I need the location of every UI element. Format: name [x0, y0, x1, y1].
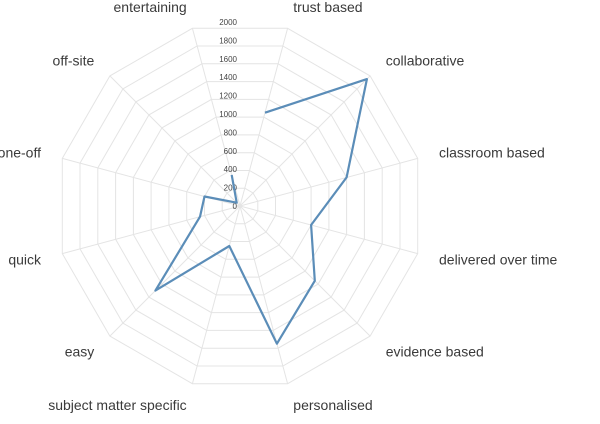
radial-tick-labels: 0 200 400 600 800 1000 1200 1400 1600 1800 2000	[219, 18, 237, 211]
category-label-trust-based: trust based	[293, 0, 362, 15]
spoke-0	[239, 28, 289, 207]
tick-label-1400: 1400	[219, 73, 237, 82]
spoke-6	[191, 205, 241, 384]
spoke-1	[239, 75, 371, 207]
category-label-entertaining: entertaining	[114, 0, 187, 15]
category-label-subject-matter-specific: subject matter specific	[48, 397, 187, 413]
spoke-7	[109, 205, 241, 337]
tick-label-1600: 1600	[219, 55, 237, 64]
tick-label-1200: 1200	[219, 92, 237, 101]
radar-series	[154, 77, 368, 345]
category-label-classroom-based: classroom based	[439, 145, 545, 161]
spoke-4	[239, 205, 371, 337]
tick-label-800: 800	[224, 128, 238, 137]
tick-label-0: 0	[233, 202, 238, 211]
tick-label-2000: 2000	[219, 18, 237, 27]
category-label-delivered-over-time: delivered over time	[439, 251, 557, 267]
spoke-10	[109, 75, 241, 207]
tick-label-1000: 1000	[219, 110, 237, 119]
category-label-easy: easy	[65, 344, 95, 360]
category-label-collaborative: collaborative	[386, 52, 465, 68]
category-label-personalised: personalised	[293, 397, 372, 413]
spoke-8	[62, 205, 241, 255]
tick-label-1800: 1800	[219, 36, 237, 45]
category-label-off-site: off-site	[53, 52, 95, 68]
spoke-3	[239, 205, 418, 255]
spoke-2	[239, 157, 418, 207]
category-label-one-off: one-off	[0, 145, 41, 161]
tick-label-200: 200	[224, 184, 238, 193]
spoke-5	[239, 205, 289, 384]
tick-label-400: 400	[224, 165, 238, 174]
category-label-evidence-based: evidence based	[386, 344, 484, 360]
category-label-quick: quick	[8, 251, 42, 267]
series-line-0	[154, 77, 368, 345]
tick-label-600: 600	[224, 147, 238, 156]
radar-grid	[61, 27, 419, 385]
category-labels: trust based collaborative classroom based d…	[0, 0, 557, 413]
